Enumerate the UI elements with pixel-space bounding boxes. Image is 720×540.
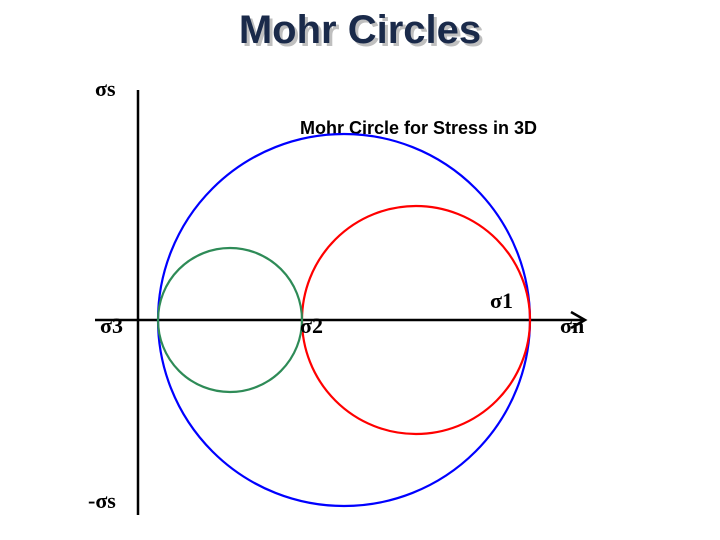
label-neg-sigma-s: -σs: [88, 488, 116, 514]
label-sigma-n: σn: [560, 313, 584, 339]
label-sigma-2: σ2: [300, 313, 323, 339]
label-sigma-1: σ1: [490, 288, 513, 314]
label-sigma-3: σ3: [100, 313, 123, 339]
label-sigma-s: σs: [95, 76, 116, 102]
slide: Mohr Circles Mohr Circles Mohr Circle fo…: [0, 0, 720, 540]
